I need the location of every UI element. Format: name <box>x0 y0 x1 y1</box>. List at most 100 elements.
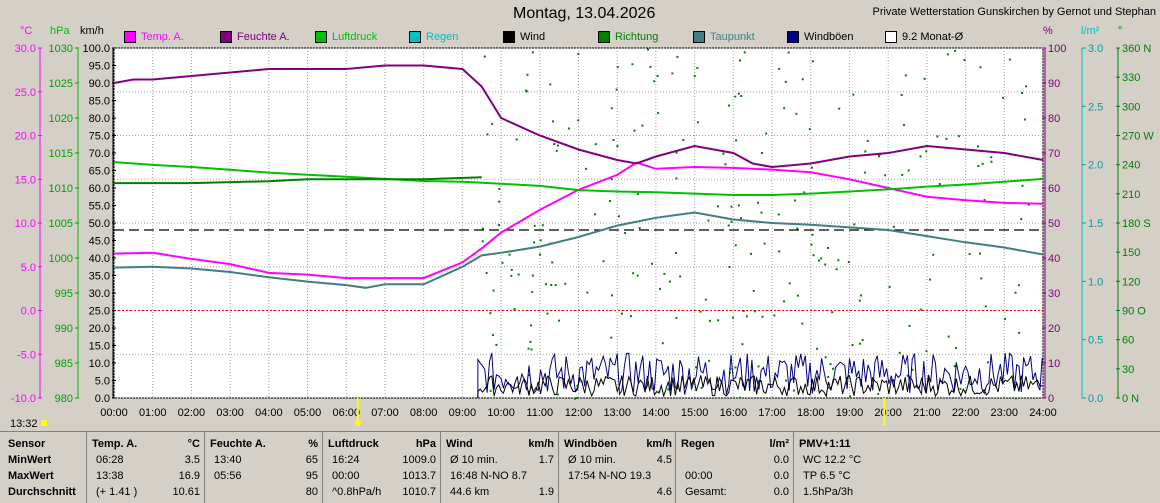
rain-axis-tick: 2.5 <box>1088 101 1103 113</box>
direction-point <box>1001 96 1004 99</box>
legend-label: Feuchte A. <box>237 31 290 43</box>
series-dewpoint <box>113 211 1044 289</box>
direction-point <box>954 49 957 52</box>
column-unit: °C <box>187 438 200 450</box>
direction-point <box>555 149 558 152</box>
legend-item: Luftdruck <box>315 31 377 43</box>
cell-value: 1009.0 <box>402 454 436 466</box>
column-title: Regen <box>681 438 715 450</box>
legend-item: Temp. A. <box>124 31 184 43</box>
direction-point <box>847 261 850 264</box>
direction-point <box>745 315 748 318</box>
direction-point <box>851 344 854 347</box>
direction-point <box>812 254 815 257</box>
direction-point <box>938 183 941 186</box>
cell-label: WC 12.2 °C <box>803 454 862 466</box>
direction-point <box>730 220 733 223</box>
temp-axis-tick: 0.0 <box>21 306 36 318</box>
wind-axis-tick: 100.0 <box>82 43 110 55</box>
legend-item: Windböen <box>787 31 854 43</box>
chart-title: Montag, 13.04.2026 <box>513 5 656 22</box>
direction-point <box>525 89 528 92</box>
legend-item: Wind <box>503 31 545 43</box>
column-unit: l/m² <box>769 438 789 450</box>
direction-point <box>551 261 554 264</box>
direction-point <box>633 129 636 132</box>
direction-point <box>740 95 743 98</box>
humidity-axis-tick: 50 <box>1048 218 1060 230</box>
humidity-axis-tick: 70 <box>1048 148 1060 160</box>
direction-point <box>816 347 819 350</box>
legend-label: Regen <box>426 31 459 43</box>
x-tick: 22:00 <box>952 407 980 419</box>
direction-point <box>794 199 797 202</box>
direction-point <box>783 107 786 110</box>
legend-swatch <box>409 31 421 43</box>
direction-points <box>481 48 1030 400</box>
direction-point <box>946 53 949 56</box>
series-pressure <box>113 161 1044 196</box>
direction-point <box>1014 397 1017 400</box>
stats-table: Sensor MinWert MaxWert Durchschnitt Temp. A.… <box>0 432 1160 503</box>
humidity-axis-tick: 0 <box>1048 393 1054 405</box>
direction-point <box>735 139 738 142</box>
direction-point <box>761 152 764 155</box>
direction-point <box>492 289 495 292</box>
legend-item: 9.2 Monat-Ø <box>885 31 963 43</box>
direction-point <box>743 51 746 54</box>
direction-point <box>481 240 484 243</box>
series-humidity <box>113 64 1044 169</box>
column-unit: hPa <box>415 438 436 450</box>
wind-axis-tick: 25.0 <box>89 306 110 318</box>
direction-point <box>616 145 619 148</box>
legend-swatch <box>693 31 705 43</box>
legend-swatch <box>503 31 515 43</box>
legend-swatch <box>885 31 897 43</box>
wind-axis-tick: 75.0 <box>89 131 110 143</box>
direction-point <box>981 162 984 165</box>
direction-point <box>501 261 504 264</box>
legend-swatch <box>787 31 799 43</box>
direction-point <box>647 48 650 51</box>
column-divider <box>86 432 87 503</box>
legend-swatch <box>598 31 610 43</box>
temp-axis-tick: 25.0 <box>15 87 36 99</box>
cell-value: 1.9 <box>538 486 554 498</box>
cell-label: 05:56 <box>214 470 242 482</box>
cell-label: 06:28 <box>96 454 124 466</box>
direction-axis-tick: 60 <box>1122 335 1134 347</box>
direction-point <box>517 273 520 276</box>
direction-axis-tick: 240 <box>1122 160 1140 172</box>
direction-point <box>801 78 804 81</box>
unit-pressure: hPa <box>50 25 70 37</box>
direction-axis-tick: 0 N <box>1122 393 1139 405</box>
direction-point <box>551 120 554 123</box>
humidity-axis-tick: 100 <box>1048 43 1066 55</box>
direction-point <box>533 241 536 244</box>
cell-label: 16:48 N-NO 8.7 <box>450 470 528 482</box>
direction-point <box>638 227 641 230</box>
table-divider <box>0 431 1160 432</box>
temp-axis-tick: -5.0 <box>17 349 36 361</box>
direction-point <box>925 350 928 353</box>
wind-axis-tick: 0.0 <box>95 393 110 405</box>
row-label: MaxWert <box>8 470 54 482</box>
cell-label: TP 6.5 °C <box>803 470 851 482</box>
direction-point <box>753 310 756 313</box>
direction-point <box>877 155 880 158</box>
direction-point <box>959 387 962 390</box>
pressure-axis-tick: 995 <box>55 288 73 300</box>
direction-point <box>717 319 720 322</box>
direction-point <box>653 80 656 83</box>
direction-point <box>663 272 666 275</box>
wind-axis-tick: 80.0 <box>89 113 110 125</box>
direction-point <box>656 75 659 78</box>
direction-point <box>617 215 620 218</box>
direction-point <box>612 139 615 142</box>
x-tick: 07:00 <box>371 407 399 419</box>
direction-point <box>483 55 486 58</box>
cell-value: 65 <box>305 454 318 466</box>
direction-point <box>763 242 766 245</box>
direction-point <box>610 107 613 110</box>
direction-point <box>693 75 696 78</box>
